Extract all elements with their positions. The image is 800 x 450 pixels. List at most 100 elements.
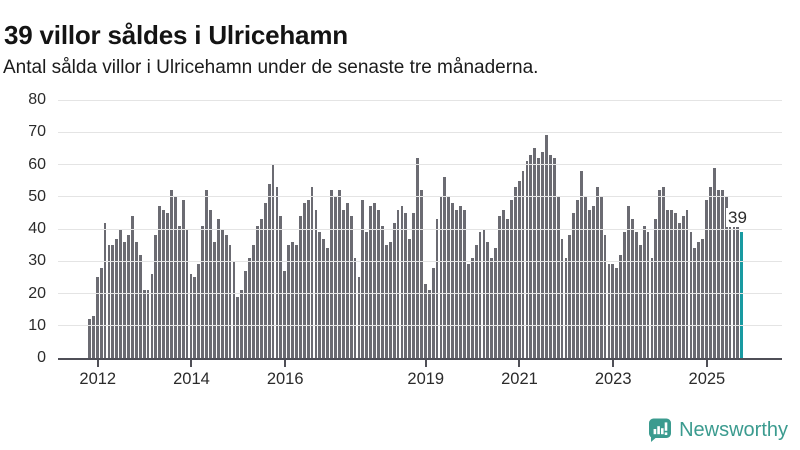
bar <box>302 203 306 358</box>
bar <box>658 190 662 358</box>
bar <box>709 187 712 358</box>
bar <box>201 225 205 358</box>
bar <box>552 158 556 358</box>
bar <box>306 199 310 358</box>
bar <box>599 196 603 358</box>
bar <box>541 151 544 358</box>
bar <box>88 319 91 358</box>
bar <box>275 187 279 358</box>
bar <box>447 196 451 358</box>
bar <box>420 190 423 358</box>
bar <box>443 177 447 358</box>
y-axis-label: 70 <box>28 123 46 141</box>
bar <box>107 245 111 358</box>
bar <box>505 219 509 358</box>
bar <box>545 135 548 358</box>
bar <box>127 235 130 358</box>
bar <box>556 196 560 358</box>
bar <box>99 267 103 358</box>
x-axis-label: 2025 <box>688 370 726 388</box>
bar <box>670 209 673 358</box>
bar <box>572 212 576 358</box>
bar <box>584 196 587 358</box>
x-axis-label: 2016 <box>266 370 304 388</box>
bar <box>392 222 396 358</box>
bar <box>369 206 373 358</box>
bar <box>619 254 623 358</box>
bar <box>529 154 533 358</box>
bar <box>404 212 408 358</box>
bar <box>400 206 404 358</box>
bar <box>396 209 400 358</box>
bar <box>123 241 126 358</box>
bar <box>224 235 228 358</box>
bar <box>232 261 236 358</box>
bar <box>236 296 240 358</box>
bar <box>548 154 552 358</box>
bar <box>349 216 353 358</box>
bar <box>588 209 591 358</box>
bar <box>216 219 220 358</box>
bar <box>322 238 326 358</box>
x-axis-label: 2014 <box>173 370 210 388</box>
bar <box>248 258 251 358</box>
bar <box>341 209 345 358</box>
bar <box>345 203 349 358</box>
bar <box>474 245 478 358</box>
gridline <box>58 131 782 133</box>
bar <box>330 190 333 358</box>
bar <box>134 241 138 358</box>
bar <box>431 267 435 358</box>
bar <box>673 212 677 358</box>
bar <box>427 290 431 358</box>
x-axis-tick <box>424 360 427 367</box>
bar <box>353 258 357 358</box>
bar <box>193 277 197 358</box>
bar <box>463 209 466 358</box>
bar <box>478 232 482 358</box>
bar <box>634 232 638 358</box>
bar <box>642 225 646 358</box>
bar <box>115 238 119 358</box>
bar <box>213 241 216 358</box>
bar <box>130 216 134 358</box>
bar <box>513 187 517 358</box>
bar <box>459 206 462 358</box>
bar <box>701 238 705 358</box>
bar <box>197 264 201 358</box>
bar <box>580 170 583 358</box>
bar <box>713 167 716 358</box>
gridline <box>58 260 782 262</box>
brand-link[interactable]: Newsworthy <box>648 418 788 442</box>
bar <box>486 241 490 358</box>
bar <box>209 209 212 358</box>
bar <box>384 245 388 358</box>
gridline <box>58 196 782 198</box>
bar <box>533 148 537 358</box>
brand-name: Newsworthy <box>679 418 788 441</box>
y-axis-label: 40 <box>28 220 46 237</box>
bar <box>689 232 693 358</box>
bar <box>521 170 525 358</box>
bar <box>291 241 294 358</box>
x-axis-tick <box>96 360 99 367</box>
bar <box>189 274 193 358</box>
bar <box>416 158 419 358</box>
bar <box>314 209 318 358</box>
bar <box>517 180 521 358</box>
plot-area: 39 2012 2014 2016 2019 2021 2023 2025 <box>58 99 782 388</box>
bar <box>646 232 650 358</box>
bar <box>166 212 169 358</box>
y-axis-label: 10 <box>28 316 46 334</box>
bar <box>377 209 380 358</box>
bar <box>603 235 607 358</box>
bar <box>705 199 708 358</box>
x-axis-tick <box>190 360 193 367</box>
x-axis-label: 2012 <box>79 370 117 388</box>
bar <box>591 206 595 358</box>
bar <box>732 222 736 358</box>
bar <box>720 190 724 358</box>
bar <box>724 196 728 358</box>
bar <box>91 316 95 358</box>
bar <box>662 187 666 358</box>
